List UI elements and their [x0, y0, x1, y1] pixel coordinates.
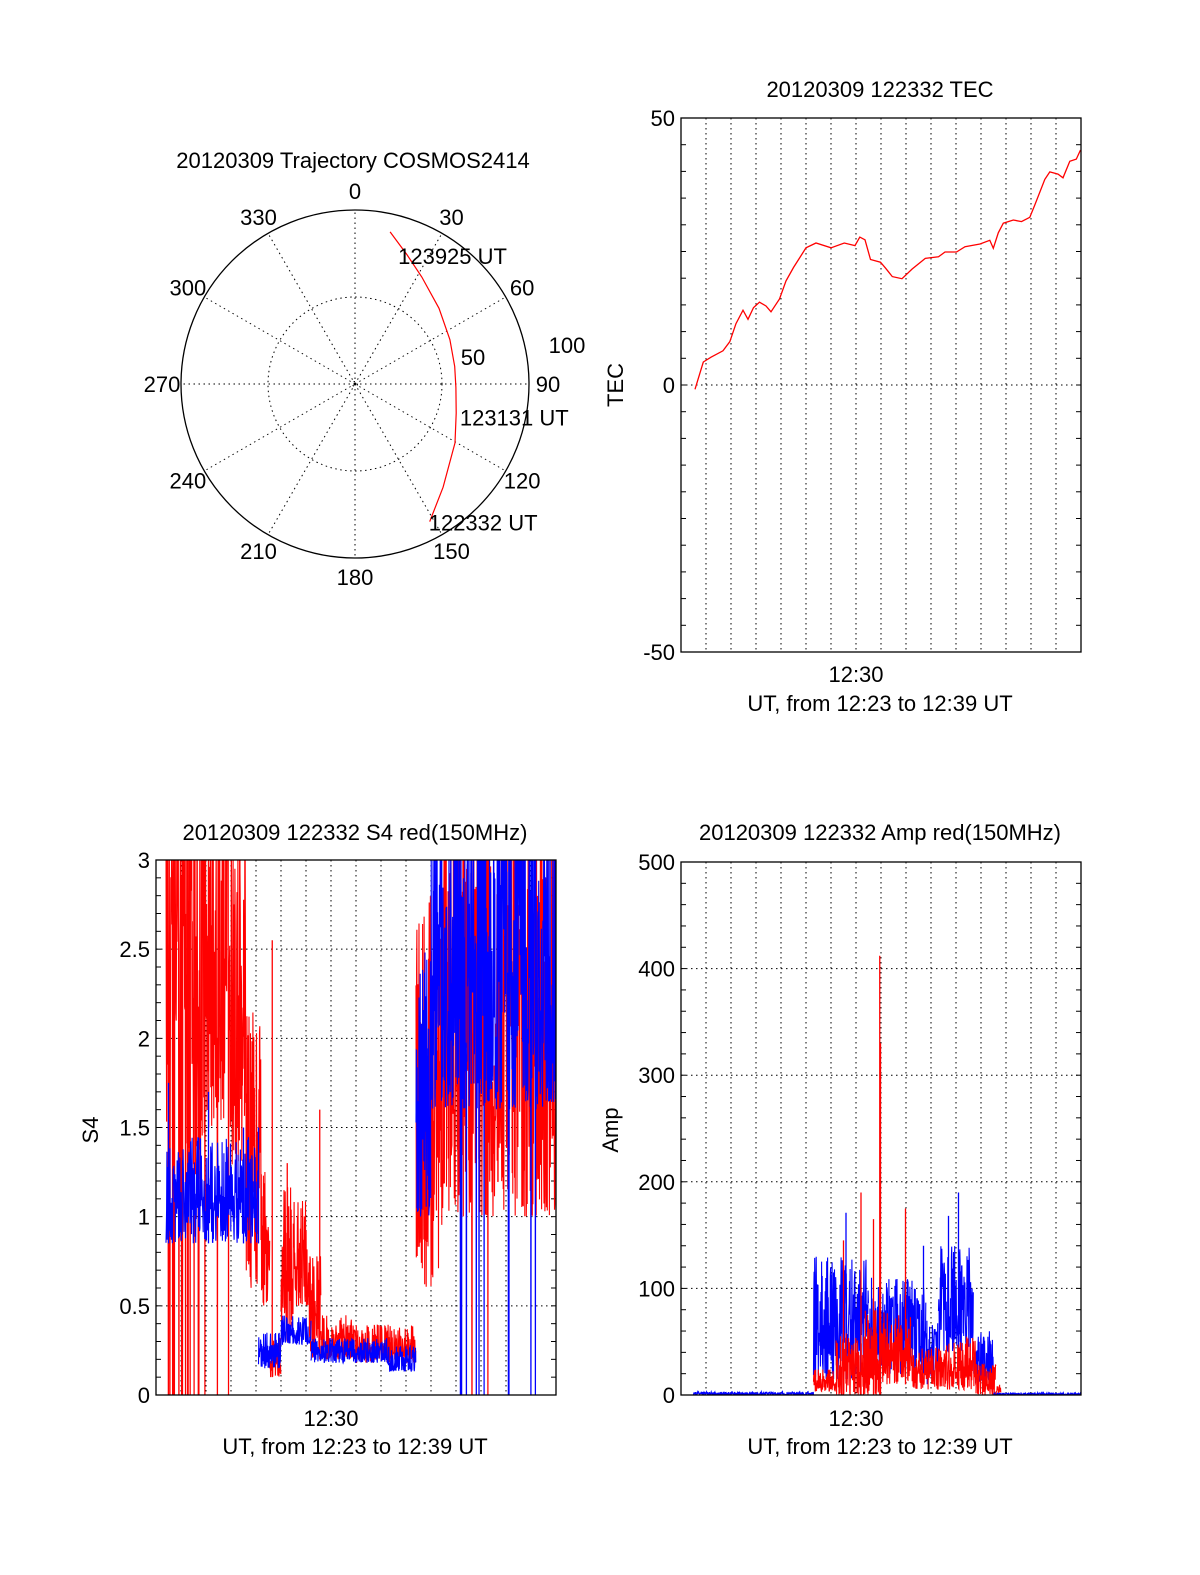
amp-series-blue-segment [812, 1256, 869, 1380]
polar-azimuth-label: 270 [144, 372, 181, 397]
s4-ylabel: S4 [78, 1117, 103, 1144]
polar-azimuth-label: 60 [510, 276, 534, 301]
tec-series-TEC [694, 149, 1081, 390]
polar-outer-circle [180, 209, 530, 559]
s4-series-blue-segment [387, 1345, 417, 1372]
s4-series-blue-segment [310, 1337, 389, 1365]
polar-spoke [354, 233, 443, 385]
s4-series-blue-segment [257, 1332, 282, 1369]
tec-ytick-label: 50 [651, 106, 675, 131]
tec-ylabel: TEC [603, 363, 628, 407]
s4-ytick-label: 0.5 [119, 1294, 150, 1319]
polar-radial-label-50: 50 [461, 345, 485, 370]
polar-azimuth-label: 120 [504, 469, 541, 494]
amp-series-blue-segment [992, 1390, 1081, 1395]
amp-series-blue-segment [692, 1389, 815, 1395]
polar-spoke [354, 383, 443, 535]
amp-series-red-segment [995, 1384, 1002, 1395]
amp-ytick-label: 100 [638, 1276, 675, 1301]
amp-series-red-segment [812, 1369, 837, 1393]
amp-title: 20120309 122332 Amp red(150MHz) [699, 820, 1061, 845]
tec-xtick-label: 12:30 [828, 662, 883, 687]
polar-azimuth-label: 0 [349, 179, 361, 204]
s4-series-red-segment [320, 1315, 357, 1360]
s4-series-red-segment [185, 860, 207, 1395]
amp-axes-frame [680, 861, 1082, 1396]
polar-center [352, 381, 358, 387]
polar-spoke [267, 233, 356, 385]
s4-ytick-label: 1.5 [119, 1116, 150, 1141]
trajectory-time-label: 123925 UT [398, 244, 507, 269]
tec-ytick-label: -50 [643, 640, 675, 665]
polar-azimuth-label: 240 [169, 469, 206, 494]
amp-xtick-label: 12:30 [828, 1406, 883, 1431]
amp-series-red-segment [945, 1336, 977, 1392]
polar-azimuth-label: 150 [433, 539, 470, 564]
trajectory-line [389, 231, 457, 522]
trajectory-time-label: 123131 UT [460, 406, 569, 431]
s4-xlabel: UT, from 12:23 to 12:39 UT [222, 1434, 487, 1459]
s4-title: 20120309 122332 S4 red(150MHz) [183, 820, 528, 845]
tec-axes-frame [680, 117, 1082, 653]
amp-series-red-segment [910, 1347, 947, 1390]
s4-series-blue-segment [415, 952, 432, 1217]
polar-azimuth-label: 300 [169, 276, 206, 301]
amp-ylabel: Amp [598, 1107, 623, 1152]
amp-series-red-segment [835, 1333, 864, 1395]
amp-data [692, 955, 1081, 1395]
s4-ytick-label: 2 [138, 1026, 150, 1051]
polar-trajectory-panel: 20120309 Trajectory COSMOS2414 030609012… [144, 148, 586, 590]
amp-panel: 20120309 122332 Amp red(150MHz) Amp UT, … [598, 820, 1082, 1459]
s4-series-red-segment [165, 860, 187, 1395]
s4-panel: 20120309 122332 S4 red(150MHz) S4 UT, fr… [78, 820, 557, 1459]
polar-azimuth-label: 210 [240, 539, 277, 564]
polar-azimuth-label: 330 [240, 205, 277, 230]
amp-ytick-label: 300 [638, 1063, 675, 1088]
amp-xlabel: UT, from 12:23 to 12:39 UT [747, 1434, 1012, 1459]
s4-ytick-label: 3 [138, 848, 150, 873]
s4-ytick-label: 0 [138, 1383, 150, 1408]
amp-series-red-segment [975, 1363, 997, 1395]
polar-spoke [354, 296, 506, 385]
polar-grid [180, 209, 530, 559]
polar-spoke [204, 383, 356, 472]
s4-series-red-segment [230, 860, 247, 1174]
polar-spoke [204, 296, 356, 385]
polar-azimuth-label: 90 [536, 372, 560, 397]
s4-series-red-segment [355, 1324, 417, 1363]
amp-series-red-segment [862, 1310, 882, 1395]
tec-title: 20120309 122332 TEC [766, 77, 993, 102]
polar-azimuth-label: 180 [337, 565, 374, 590]
polar-azimuth-label: 30 [439, 205, 463, 230]
trajectory-time-label: 122332 UT [429, 511, 538, 536]
polar-title: 20120309 Trajectory COSMOS2414 [176, 148, 529, 173]
trajectory: 123925 UT 123131 UT 122332 UT [389, 231, 569, 536]
s4-series-blue-segment [430, 860, 556, 1395]
polar-ring-50 [267, 296, 443, 472]
amp-ytick-label: 200 [638, 1170, 675, 1195]
polar-spoke [267, 383, 356, 535]
s4-xtick-label: 12:30 [303, 1406, 358, 1431]
s4-series-red-segment [260, 1171, 271, 1306]
tec-ytick-label: 0 [663, 373, 675, 398]
amp-ytick-label: 0 [663, 1383, 675, 1408]
s4-ytick-label: 2.5 [119, 937, 150, 962]
polar-azimuth-labels: 0 30 60 90 120 150 180 210 240 270 300 330 [144, 179, 561, 590]
amp-ytick-label: 500 [638, 850, 675, 875]
s4-series-blue-segment [280, 1315, 312, 1346]
s4-series-red-segment [205, 860, 232, 1395]
tec-panel: 20120309 122332 TEC TEC UT, from 12:23 t… [603, 77, 1082, 716]
s4-data [165, 860, 556, 1395]
polar-spoke [354, 383, 506, 472]
amp-series-blue-segment [867, 1277, 927, 1375]
tec-data [694, 149, 1081, 390]
amp-ytick-label: 400 [638, 957, 675, 982]
s4-axes-frame [155, 859, 557, 1396]
s4-series-red-segment [292, 1200, 310, 1306]
tec-xlabel: UT, from 12:23 to 12:39 UT [747, 691, 1012, 716]
polar-radial-label-100: 100 [549, 333, 586, 358]
s4-ytick-label: 1 [138, 1205, 150, 1230]
amp-series-blue-segment [937, 1246, 974, 1352]
